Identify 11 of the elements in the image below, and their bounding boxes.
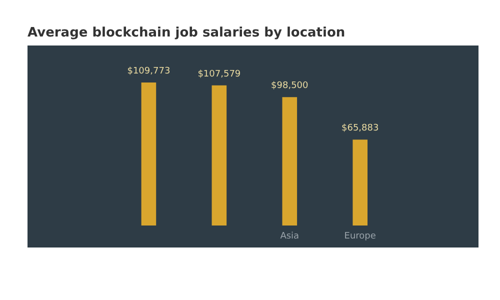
bar xyxy=(282,97,298,226)
data-label: $98,500 xyxy=(271,81,309,92)
bar xyxy=(212,85,227,226)
data-label: $65,883 xyxy=(342,124,379,134)
chart-title: Average blockchain job salaries by location xyxy=(28,26,346,40)
data-label: $107,579 xyxy=(198,69,241,80)
data-label: $109,773 xyxy=(127,66,170,76)
bar xyxy=(352,140,368,226)
x-tick-label: Asia xyxy=(280,232,300,242)
bar xyxy=(141,82,156,226)
x-tick-label: Europe xyxy=(344,232,376,242)
